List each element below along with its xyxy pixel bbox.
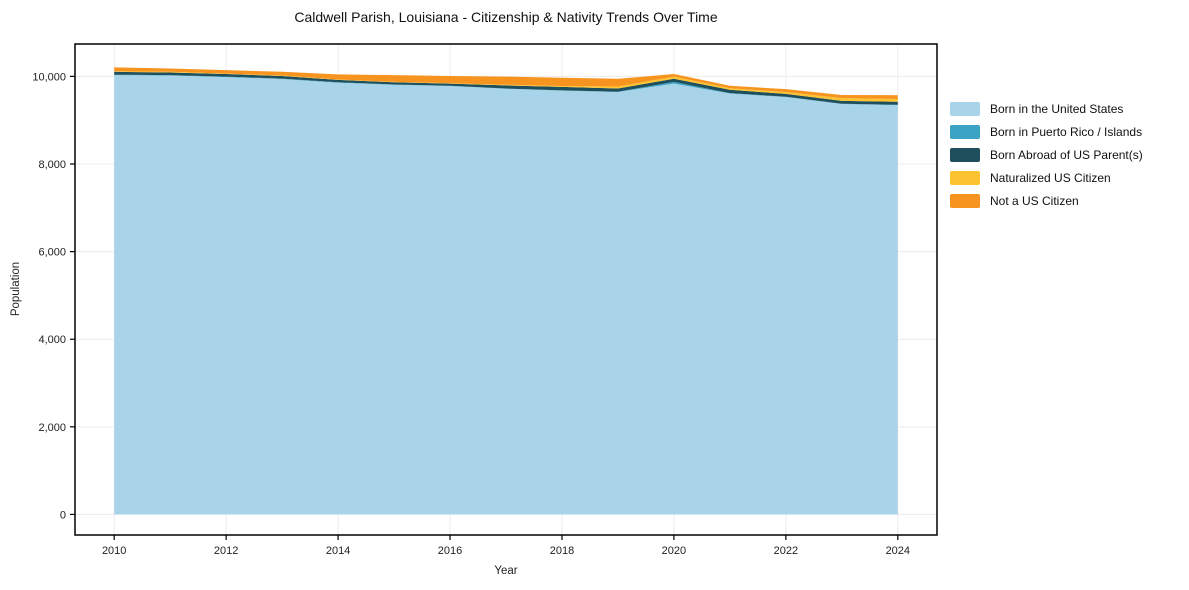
legend-swatch (950, 147, 980, 162)
legend-label: Naturalized US Citizen (990, 170, 1111, 185)
x-tick-label: 2016 (438, 545, 462, 557)
y-tick-label: 0 (60, 509, 66, 521)
y-tick-label: 2,000 (38, 422, 66, 434)
y-axis-title: Population (10, 261, 22, 317)
x-axis-title: Year (494, 565, 518, 577)
legend-label: Not a US Citizen (990, 193, 1079, 208)
x-tick-label: 2012 (214, 545, 238, 557)
x-tick-label: 2018 (550, 545, 574, 557)
y-tick-label: 4,000 (38, 334, 66, 346)
legend-item: Born in the United States (950, 97, 1143, 120)
legend-label: Born in the United States (990, 101, 1124, 116)
legend-item: Born in Puerto Rico / Islands (950, 120, 1143, 143)
x-tick-label: 2010 (102, 545, 126, 557)
x-tick-label: 2024 (886, 545, 910, 557)
legend-swatch (950, 124, 980, 139)
legend-item: Born Abroad of US Parent(s) (950, 143, 1143, 166)
legend-swatch (950, 101, 980, 116)
area-series (114, 75, 898, 515)
y-tick-label: 10,000 (32, 71, 66, 83)
area-series (114, 67, 898, 99)
legend-swatch (950, 170, 980, 185)
x-tick-label: 2020 (662, 545, 686, 557)
x-tick-label: 2014 (326, 545, 350, 557)
legend-swatch (950, 193, 980, 208)
plot-frame (74, 43, 938, 536)
legend-label: Born Abroad of US Parent(s) (990, 147, 1143, 162)
y-tick-label: 6,000 (38, 247, 66, 259)
area-series (114, 71, 898, 105)
chart-title: Caldwell Parish, Louisiana - Citizenship… (294, 9, 718, 25)
legend-item: Naturalized US Citizen (950, 166, 1143, 189)
x-tick-label: 2022 (774, 545, 798, 557)
legend-item: Not a US Citizen (950, 189, 1143, 212)
y-tick-label: 8,000 (38, 159, 66, 171)
legend-label: Born in Puerto Rico / Islands (990, 124, 1143, 139)
legend: Born in the United States Born in Puerto … (950, 97, 1143, 212)
